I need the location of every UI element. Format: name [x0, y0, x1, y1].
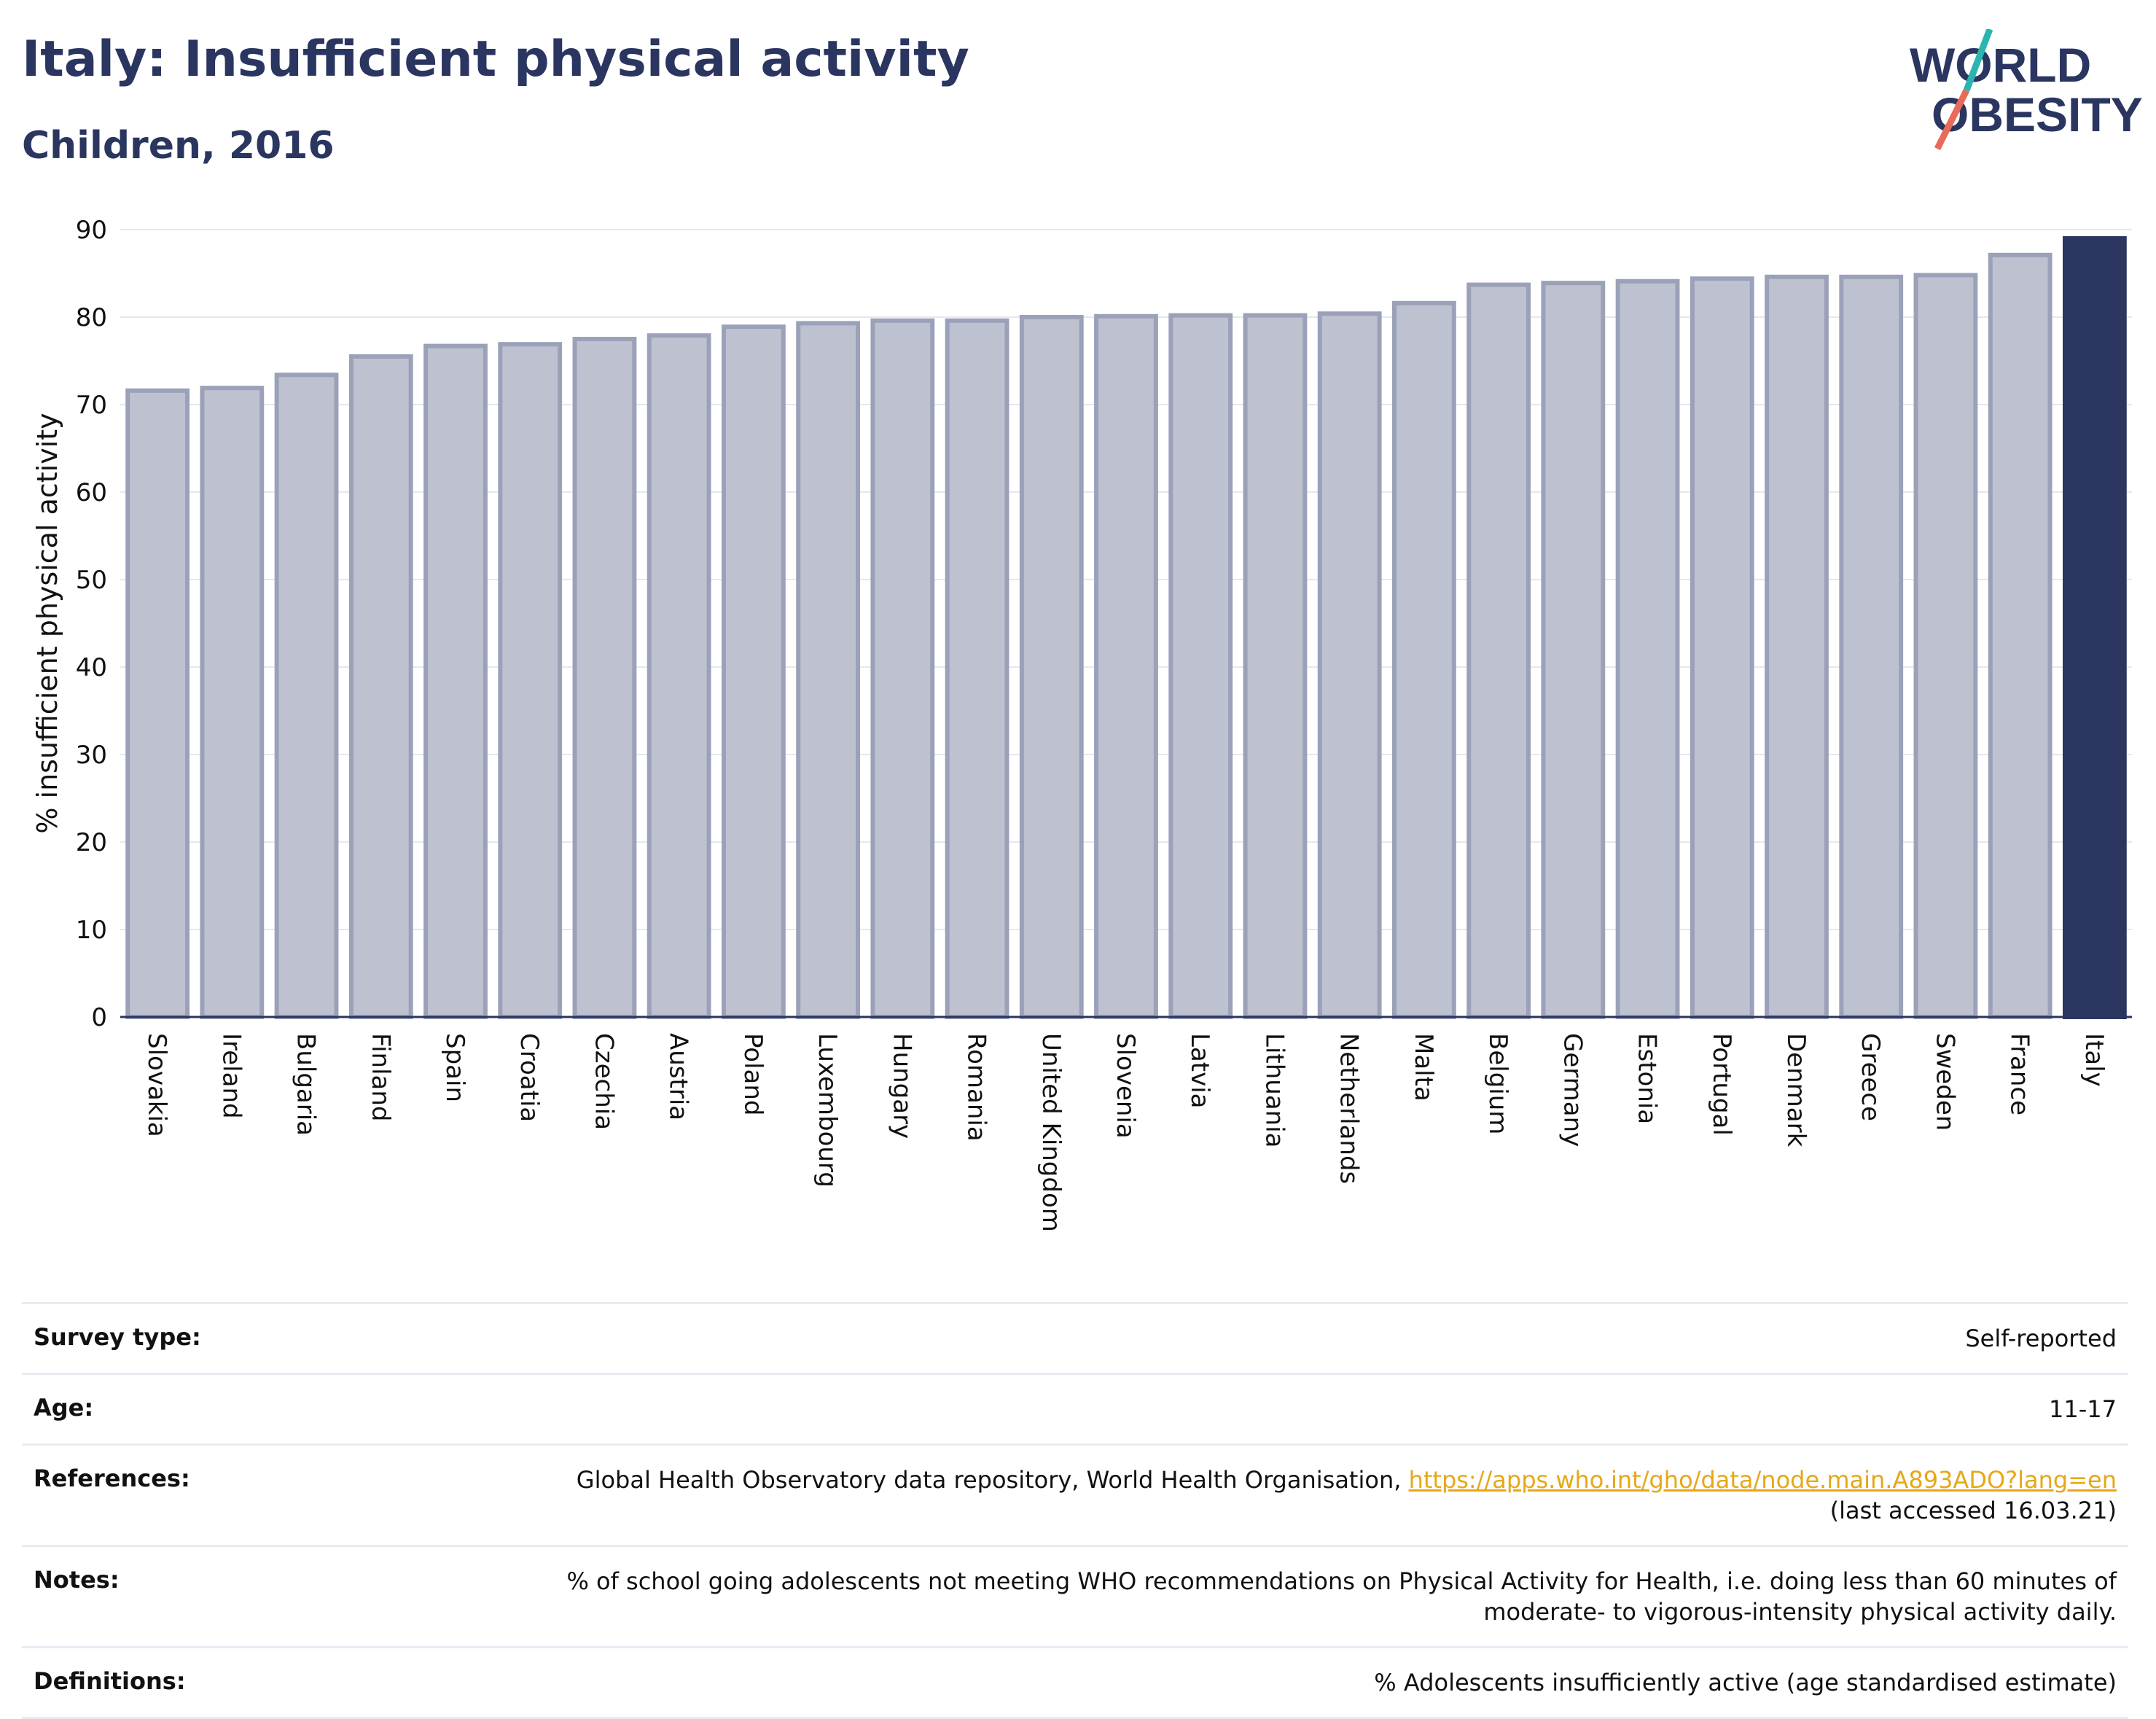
bar-finland — [348, 354, 413, 1019]
y-tick-label: 90 — [76, 216, 107, 245]
notes-value: % of school going adolescents not meetin… — [566, 1566, 2117, 1627]
y-tick-label: 60 — [76, 478, 107, 507]
x-tick-label: Italy — [2079, 1033, 2109, 1087]
y-tick-label: 80 — [76, 303, 107, 332]
bar-italy — [2063, 236, 2127, 1019]
x-tick-label: Lithuania — [1259, 1033, 1289, 1147]
meta-row-references: References: Global Health Observatory da… — [22, 1443, 2128, 1545]
x-tick-label: Austria — [664, 1033, 693, 1120]
y-tick-label: 70 — [76, 391, 107, 420]
x-tick-label: Slovakia — [142, 1033, 171, 1137]
logo-slash-teal — [1963, 29, 1993, 92]
y-tick-label: 50 — [76, 566, 107, 595]
bar-chart: 0 10 20 30 40 50 60 70 80 90 % insufficient physic… — [31, 216, 2132, 1232]
x-tick-label: Croatia — [515, 1033, 544, 1122]
bar-malta — [1392, 300, 1456, 1019]
world-obesity-logo: WORLD OBESITY — [1910, 29, 2143, 151]
bar-spain — [423, 343, 488, 1020]
x-tick-label: United Kingdom — [1036, 1033, 1066, 1232]
x-tick-label: Luxembourg — [813, 1033, 842, 1188]
bar-czechia — [572, 337, 637, 1019]
metadata-table: Survey type: Self-reported Age: 11-17 Re… — [22, 1302, 2128, 1719]
survey-type-value: Self-reported — [1965, 1325, 2117, 1352]
x-tick-label: Portugal — [1707, 1033, 1736, 1136]
bar-belgium — [1466, 282, 1531, 1020]
notes-line-2: moderate- to vigorous-intensity physical… — [1483, 1598, 2117, 1626]
x-tick-label: Czechia — [589, 1033, 618, 1130]
y-tick-label: 30 — [76, 741, 107, 770]
bar-estonia — [1615, 278, 1680, 1019]
definitions-label: Definitions: — [34, 1667, 186, 1695]
logo-text-world: WORLD — [1910, 38, 2091, 92]
age-value: 11-17 — [2049, 1395, 2117, 1423]
bar-bulgaria — [274, 373, 339, 1019]
x-tick-label: Denmark — [1781, 1033, 1811, 1147]
x-tick-label: Estonia — [1633, 1033, 1662, 1124]
bar-france — [1988, 252, 2053, 1019]
x-tick-label: Sweden — [1930, 1033, 1959, 1131]
bar-netherlands — [1317, 311, 1382, 1019]
x-tick-label: Latvia — [1185, 1033, 1214, 1109]
y-tick-label: 40 — [76, 653, 107, 682]
x-tick-label: Hungary — [887, 1033, 916, 1139]
bar-slovakia — [125, 388, 190, 1019]
notes-label: Notes: — [34, 1566, 120, 1594]
bar-sweden — [1913, 273, 1978, 1019]
references-value: Global Health Observatory data repositor… — [577, 1465, 2117, 1526]
age-label: Age: — [34, 1394, 94, 1422]
x-tick-label: Germany — [1558, 1033, 1587, 1147]
y-tick-label: 10 — [76, 916, 107, 945]
y-axis-label: % insufficient physical activity — [31, 413, 63, 833]
x-tick-label: France — [2005, 1033, 2034, 1115]
y-tick-label: 0 — [91, 1003, 107, 1032]
references-label: References: — [34, 1465, 190, 1492]
references-accessed: (last accessed 16.03.21) — [1829, 1497, 2117, 1524]
meta-row-notes: Notes: % of school going adolescents not… — [22, 1545, 2128, 1646]
bar-greece — [1839, 274, 1904, 1019]
x-tick-label: Romania — [962, 1033, 991, 1142]
logo-slash-coral — [1934, 88, 1970, 151]
bar-hungary — [870, 318, 935, 1019]
bar-romania — [945, 318, 1009, 1019]
bar-slovenia — [1094, 313, 1158, 1019]
x-tick-label: Belgium — [1483, 1033, 1512, 1134]
bar-poland — [722, 324, 786, 1019]
x-tick-label: Netherlands — [1335, 1033, 1364, 1184]
bar-luxembourg — [796, 321, 860, 1019]
bar-lithuania — [1243, 313, 1308, 1020]
y-tick-label: 20 — [76, 828, 107, 857]
meta-row-survey-type: Survey type: Self-reported — [22, 1302, 2128, 1373]
bar-germany — [1541, 281, 1606, 1019]
x-tick-label: Malta — [1409, 1033, 1438, 1102]
bar-austria — [647, 333, 711, 1019]
x-tick-label: Slovenia — [1111, 1033, 1140, 1139]
notes-line-1: % of school going adolescents not meetin… — [566, 1567, 2117, 1595]
x-tick-label: Greece — [1856, 1033, 1885, 1121]
bar-latvia — [1168, 313, 1233, 1020]
x-tick-label: Ireland — [216, 1033, 246, 1119]
x-tick-label: Bulgaria — [292, 1033, 321, 1136]
x-tick-label: Poland — [738, 1033, 768, 1116]
page-subtitle: Children, 2016 — [22, 124, 335, 168]
page-title: Italy: Insufficient physical activity — [22, 31, 969, 88]
bar-ireland — [200, 386, 265, 1019]
bar-croatia — [498, 342, 563, 1019]
survey-type-label: Survey type: — [34, 1323, 201, 1351]
x-tick-label: Spain — [440, 1033, 469, 1102]
references-text: Global Health Observatory data repositor… — [576, 1466, 1402, 1494]
meta-row-definitions: Definitions: % Adolescents insufficientl… — [22, 1646, 2128, 1719]
bar-united-kingdom — [1019, 315, 1084, 1019]
x-tick-label: Finland — [366, 1033, 395, 1122]
bar-denmark — [1765, 274, 1829, 1019]
bar-portugal — [1690, 276, 1754, 1019]
references-link[interactable]: https://apps.who.int/gho/data/node.main.… — [1408, 1466, 2117, 1494]
definitions-value: % Adolescents insufficiently active (age… — [1374, 1669, 2117, 1696]
meta-row-age: Age: 11-17 — [22, 1373, 2128, 1443]
